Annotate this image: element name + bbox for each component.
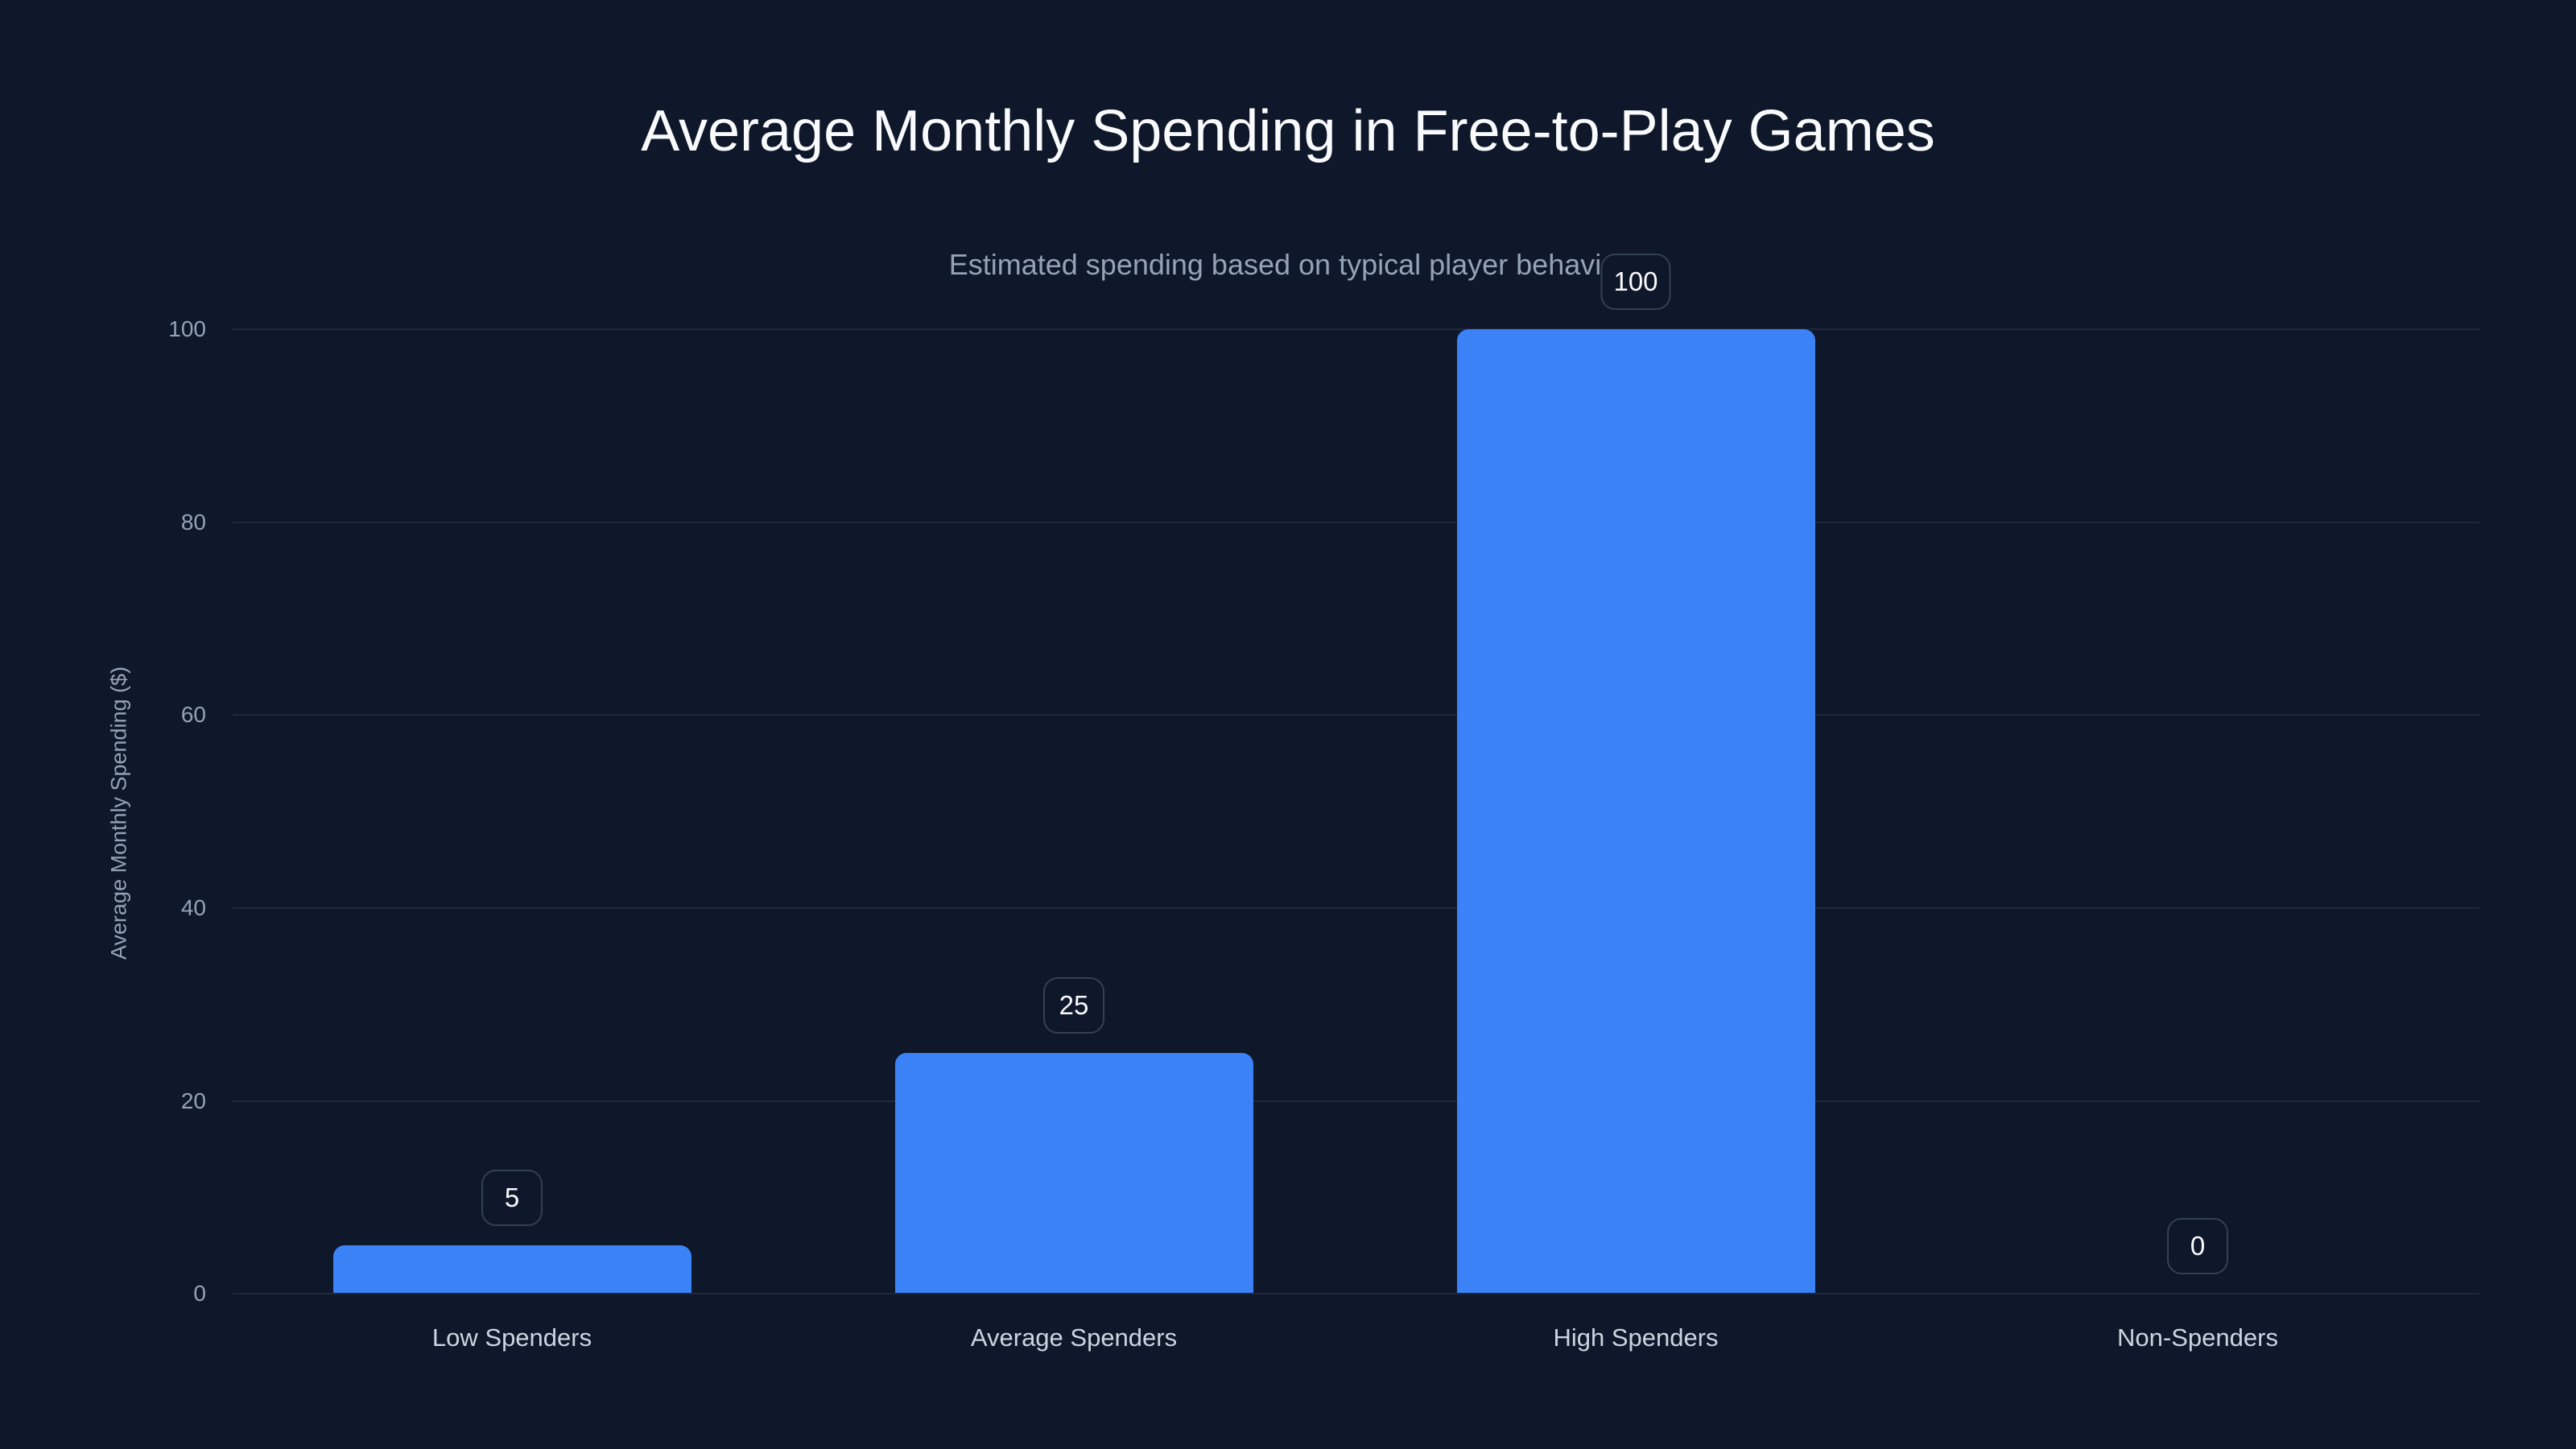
y-tick-80: 80 (180, 510, 206, 535)
bar-average-spenders[interactable] (895, 1053, 1253, 1294)
value-label-low-spenders: 5 (481, 1170, 543, 1226)
x-label-low-spenders: Low Spenders (431, 1323, 592, 1352)
x-label-high-spenders: High Spenders (1553, 1323, 1719, 1352)
bar-high-spenders[interactable] (1457, 329, 1815, 1294)
gridline-100 (233, 328, 2479, 330)
y-tick-40: 40 (180, 895, 206, 920)
y-tick-20: 20 (180, 1088, 206, 1113)
gridline-80 (233, 522, 2479, 523)
value-label-non-spenders: 0 (2167, 1218, 2228, 1274)
value-label-high-spenders: 100 (1600, 254, 1671, 310)
gridline-60 (233, 714, 2479, 716)
gridline-40 (233, 907, 2479, 909)
x-label-average-spenders: Average Spenders (970, 1323, 1178, 1352)
y-tick-100: 100 (168, 316, 206, 341)
x-label-non-spenders: Non-Spenders (2117, 1323, 2278, 1352)
y-axis-title: Average Monthly Spending ($) (106, 666, 131, 960)
chart-title: Average Monthly Spending in Free-to-Play… (641, 99, 1935, 163)
value-label-average-spenders: 25 (1043, 977, 1104, 1034)
bar-low-spenders[interactable] (333, 1245, 691, 1294)
y-tick-60: 60 (180, 702, 206, 727)
x-axis-baseline (233, 1293, 2479, 1294)
gridline-20 (233, 1100, 2479, 1102)
chart-subtitle: Estimated spending based on typical play… (948, 248, 1628, 281)
y-tick-0: 0 (193, 1281, 206, 1306)
